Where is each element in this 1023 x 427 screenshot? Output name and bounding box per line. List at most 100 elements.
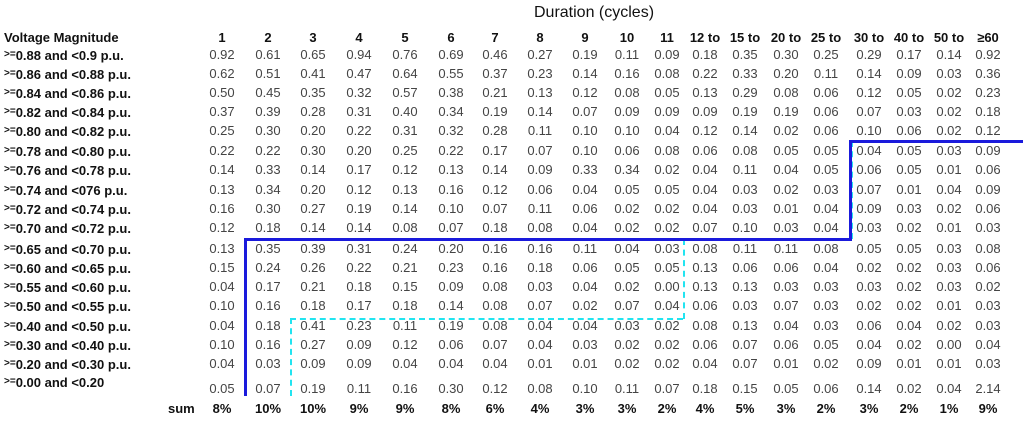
table-cell: 0.03: [896, 104, 922, 119]
table-cell: 0.22: [692, 66, 718, 81]
sum-cell: 9%: [978, 401, 998, 416]
table-cell: 0.04: [572, 318, 598, 333]
row-label: >=0.76 and <0.78 p.u.: [4, 162, 131, 179]
column-header: 7: [491, 30, 499, 45]
table-cell: 0.06: [527, 182, 553, 197]
column-header: 20 to: [770, 30, 802, 45]
table-cell: 0.06: [975, 260, 1001, 275]
table-cell: 0.30: [438, 381, 464, 396]
table-cell: 0.14: [209, 162, 235, 177]
table-cell: 0.06: [856, 162, 882, 177]
table-cell: 0.05: [896, 162, 922, 177]
table-cell: 0.37: [482, 66, 508, 81]
table-cell: 0.07: [732, 337, 758, 352]
table-cell: 0.02: [896, 279, 922, 294]
table-cell: 0.10: [572, 143, 598, 158]
table-cell: 0.14: [936, 47, 962, 62]
table-cell: 0.38: [438, 85, 464, 100]
table-cell: 0.05: [773, 381, 799, 396]
table-cell: 0.25: [209, 123, 235, 138]
table-cell: 0.21: [482, 85, 508, 100]
row-label-text: 0.65 and <0.70 p.u.: [15, 242, 131, 257]
table-cell: 0.61: [255, 47, 281, 62]
table-cell: 0.08: [654, 143, 680, 158]
table-cell: 0.12: [392, 337, 418, 352]
table-cell: 0.65: [300, 47, 326, 62]
table-cell: 0.12: [392, 162, 418, 177]
column-header: 50 to: [933, 30, 965, 45]
row-label-text: 0.55 and <0.60 p.u.: [15, 280, 131, 295]
table-cell: 0.08: [527, 220, 553, 235]
table-cell: 0.55: [438, 66, 464, 81]
table-cell: 0.04: [392, 356, 418, 371]
row-label-prefix: >=: [4, 339, 16, 350]
table-cell: 0.40: [392, 104, 418, 119]
table-cell: 0.01: [773, 356, 799, 371]
table-cell: 0.04: [614, 241, 640, 256]
table-cell: 0.33: [572, 162, 598, 177]
table-cell: 0.12: [856, 85, 882, 100]
column-header: 3: [309, 30, 317, 45]
table-cell: 0.04: [209, 356, 235, 371]
row-label-prefix: >=: [4, 125, 16, 136]
table-cell: 0.04: [936, 182, 962, 197]
table-cell: 0.06: [692, 143, 718, 158]
table-cell: 0.19: [572, 47, 598, 62]
row-label: >=0.88 and <0.9 p.u.: [4, 47, 124, 64]
sum-cell: 4%: [695, 401, 715, 416]
row-label: >=0.72 and <0.74 p.u.: [4, 201, 131, 218]
table-cell: 0.02: [896, 298, 922, 313]
table-cell: 0.22: [255, 143, 281, 158]
row-label: >=0.86 and <0.88 p.u.: [4, 66, 131, 83]
table-cell: 0.06: [813, 123, 839, 138]
table-cell: 0.17: [346, 298, 372, 313]
table-cell: 0.03: [572, 337, 598, 352]
duration-title: Duration (cycles): [534, 4, 655, 21]
table-cell: 0.05: [654, 260, 680, 275]
table-cell: 0.09: [692, 104, 718, 119]
table-cell: 0.17: [896, 47, 922, 62]
column-header: 4: [355, 30, 363, 45]
table-cell: 0.11: [614, 47, 640, 62]
table-cell: 0.16: [482, 260, 508, 275]
sum-label: sum: [168, 401, 195, 416]
table-cell: 0.07: [856, 182, 882, 197]
table-cell: 0.23: [346, 318, 372, 333]
table-cell: 0.06: [856, 318, 882, 333]
table-cell: 0.04: [527, 337, 553, 352]
row-label-text: 0.82 and <0.84 p.u.: [15, 105, 131, 120]
table-cell: 0.07: [732, 356, 758, 371]
column-header: 25 to: [810, 30, 842, 45]
table-cell: 0.16: [255, 337, 281, 352]
table-cell: 0.27: [300, 201, 326, 216]
table-cell: 0.03: [936, 260, 962, 275]
sum-cell: 9%: [395, 401, 415, 416]
table-cell: 0.18: [300, 298, 326, 313]
table-cell: 0.03: [732, 298, 758, 313]
table-cell: 0.14: [482, 162, 508, 177]
table-cell: 0.02: [773, 182, 799, 197]
column-header: 11: [660, 30, 674, 45]
row-label: >=0.82 and <0.84 p.u.: [4, 104, 131, 121]
table-cell: 0.04: [975, 337, 1001, 352]
table-cell: 0.35: [300, 85, 326, 100]
table-cell: 0.18: [255, 318, 281, 333]
row-label-prefix: >=: [4, 49, 16, 60]
table-cell: 0.06: [692, 298, 718, 313]
table-cell: 0.14: [732, 123, 758, 138]
table-cell: 0.16: [392, 381, 418, 396]
table-cell: 0.11: [732, 241, 758, 256]
table-cell: 0.08: [692, 241, 718, 256]
row-label-prefix: >=: [4, 243, 16, 254]
table-cell: 0.64: [392, 66, 418, 81]
table-cell: 0.02: [654, 220, 680, 235]
sum-cell: 10%: [299, 401, 327, 416]
table-cell: 0.00: [654, 279, 680, 294]
table-cell: 0.41: [300, 318, 326, 333]
table-cell: 0.11: [813, 66, 839, 81]
table-cell: 0.07: [773, 298, 799, 313]
table-cell: 0.03: [614, 318, 640, 333]
table-cell: 0.13: [732, 318, 758, 333]
table-cell: 0.01: [936, 356, 962, 371]
table-cell: 0.03: [773, 279, 799, 294]
